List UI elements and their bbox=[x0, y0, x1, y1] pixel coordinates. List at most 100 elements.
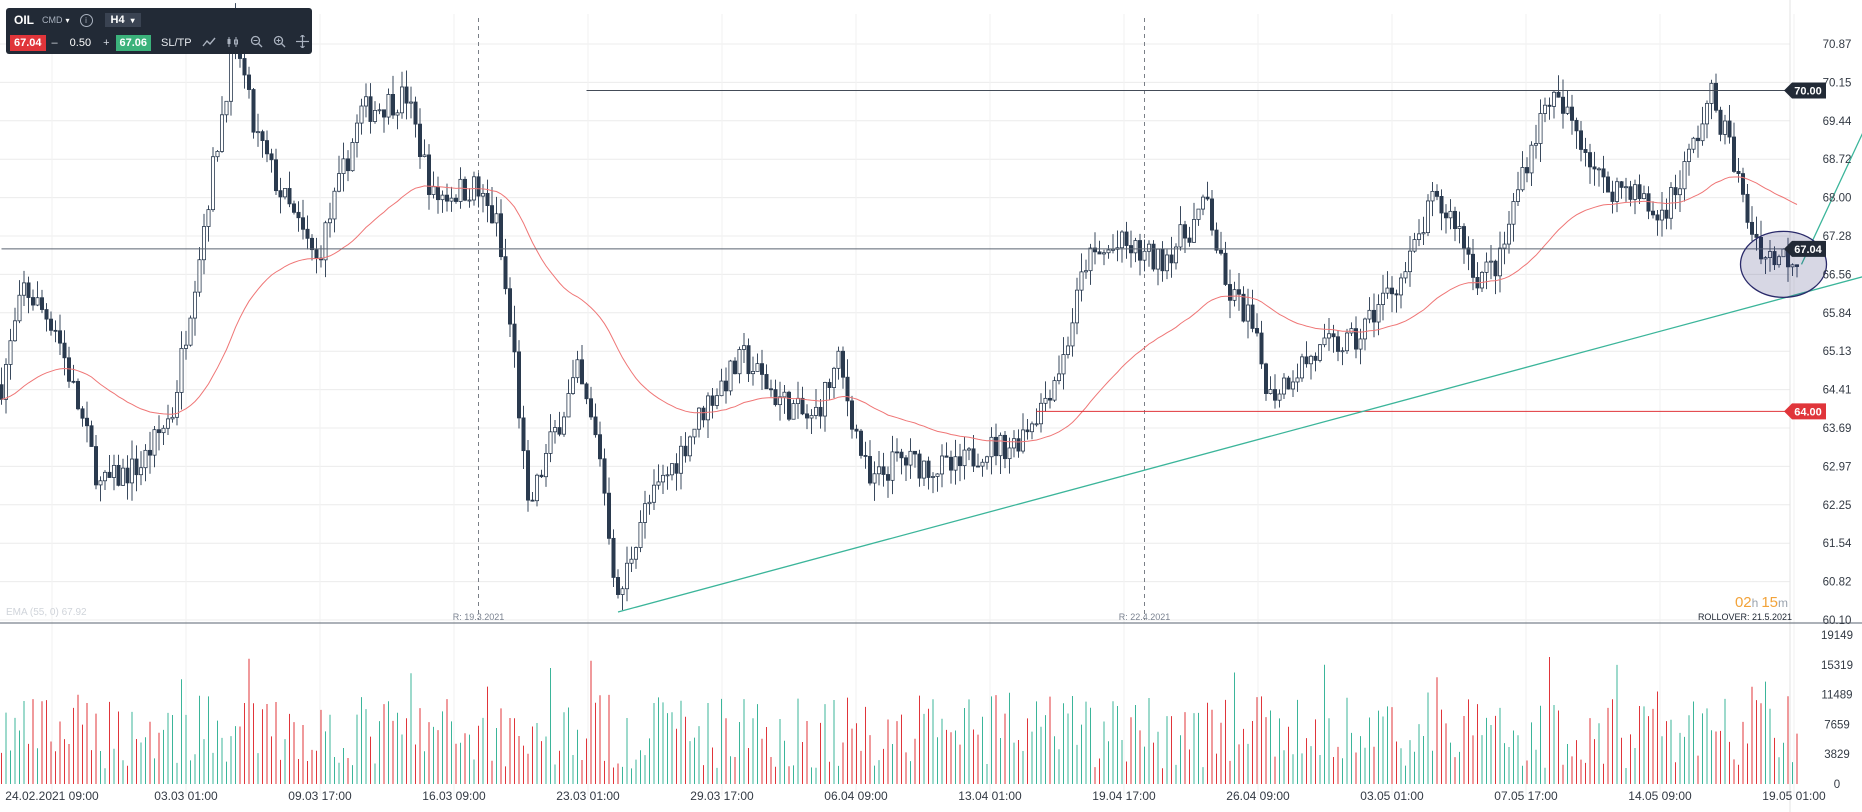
candle-body bbox=[832, 367, 837, 388]
timeframe-select[interactable]: H4 ▾ bbox=[104, 13, 141, 27]
candle-body bbox=[1025, 429, 1030, 433]
candle-body bbox=[1102, 252, 1107, 255]
candle-body bbox=[210, 156, 215, 211]
candle-body bbox=[359, 105, 364, 124]
candle-body bbox=[1651, 210, 1656, 216]
candle-body bbox=[71, 380, 76, 383]
line-chart-icon[interactable] bbox=[202, 36, 216, 51]
candle-body bbox=[958, 456, 963, 467]
chevron-down-icon[interactable]: ▾ bbox=[65, 15, 70, 25]
candle-body bbox=[1759, 236, 1764, 260]
candle-body bbox=[1309, 355, 1314, 365]
candle-body bbox=[480, 192, 485, 197]
candle-body bbox=[1390, 287, 1395, 295]
candle-body bbox=[989, 436, 994, 458]
candle-body bbox=[634, 547, 639, 560]
projection-line[interactable] bbox=[1800, 91, 1862, 265]
candle-body bbox=[791, 403, 796, 420]
candle-body bbox=[1556, 91, 1561, 98]
candle-body bbox=[76, 380, 81, 410]
candle-body bbox=[530, 499, 535, 502]
candle-body bbox=[683, 445, 688, 457]
candle-body bbox=[913, 450, 918, 455]
candle-body bbox=[1318, 344, 1323, 361]
candle-body bbox=[440, 194, 445, 201]
price-label-text: 67.04 bbox=[1794, 244, 1822, 256]
volume-input[interactable]: 0.50 bbox=[69, 37, 92, 49]
zoom-out-icon[interactable] bbox=[250, 35, 263, 51]
candle-body bbox=[904, 457, 909, 466]
sl-tp-button[interactable]: SL/TP bbox=[161, 37, 192, 49]
candle-body bbox=[251, 89, 256, 133]
price-tick-label: 63.69 bbox=[1823, 423, 1852, 435]
candle-body bbox=[219, 114, 224, 152]
candle-body bbox=[899, 451, 904, 459]
candle-body bbox=[625, 562, 630, 590]
candle-body bbox=[1471, 253, 1476, 278]
candle-body bbox=[1745, 193, 1750, 223]
zoom-in-icon[interactable] bbox=[273, 35, 286, 51]
volume-tick-label: 19149 bbox=[1821, 630, 1853, 642]
candle-body bbox=[453, 197, 458, 202]
candle-body bbox=[1520, 167, 1525, 191]
price-tick-label: 66.56 bbox=[1823, 269, 1852, 281]
candle-body bbox=[174, 392, 179, 418]
time-tick-label: 24.02.2021 09:00 bbox=[5, 789, 99, 803]
candle-body bbox=[1408, 250, 1413, 273]
candle-body bbox=[1273, 389, 1278, 401]
candle-body bbox=[1187, 237, 1192, 243]
decrease-volume-button[interactable]: – bbox=[51, 37, 58, 49]
candlesticks bbox=[0, 3, 1800, 611]
candle-body bbox=[1592, 166, 1597, 170]
candle-body bbox=[1214, 229, 1219, 251]
candle-body bbox=[868, 456, 873, 484]
candle-body bbox=[1417, 233, 1422, 240]
horizontal-levels[interactable] bbox=[1, 90, 1791, 412]
price-tick-label: 62.25 bbox=[1823, 500, 1852, 512]
candle-body bbox=[53, 329, 58, 332]
increase-volume-button[interactable]: + bbox=[103, 37, 110, 49]
candle-body bbox=[971, 448, 976, 467]
candle-body bbox=[300, 217, 305, 230]
candle-body bbox=[607, 492, 612, 539]
candle-body bbox=[917, 453, 922, 479]
symbol-label[interactable]: OIL bbox=[14, 13, 34, 27]
candle-body bbox=[188, 317, 193, 346]
time-tick-label: 19.04 17:00 bbox=[1092, 789, 1156, 803]
candle-body bbox=[485, 192, 490, 207]
volume-tick-label: 11489 bbox=[1821, 690, 1852, 702]
ema-indicator-label[interactable]: EMA (55, 0) 67.92 bbox=[6, 607, 87, 618]
candle-body bbox=[1250, 304, 1255, 329]
candle-body bbox=[1624, 186, 1629, 189]
candle-body bbox=[1480, 271, 1485, 289]
info-icon[interactable]: i bbox=[79, 13, 93, 27]
candle-body bbox=[1156, 248, 1161, 270]
time-tick-label: 23.03 01:00 bbox=[556, 789, 620, 803]
price-tick-label: 70.87 bbox=[1823, 39, 1852, 51]
candle-body bbox=[1079, 271, 1084, 291]
sell-button[interactable]: 67.04 bbox=[10, 35, 46, 51]
buy-button[interactable]: 67.06 bbox=[115, 35, 152, 51]
candle-body bbox=[985, 456, 990, 463]
price-label: 67.04 bbox=[1784, 240, 1826, 257]
candle-body bbox=[462, 178, 467, 201]
support-trendline[interactable] bbox=[617, 275, 1862, 613]
candle-body bbox=[58, 330, 63, 344]
price-label-text: 70.00 bbox=[1794, 86, 1822, 98]
candle-body bbox=[1412, 239, 1417, 252]
price-tick-label: 65.84 bbox=[1823, 308, 1852, 320]
candle-body bbox=[890, 451, 895, 481]
candle-body bbox=[1574, 119, 1579, 132]
time-tick-label: 16.03 09:00 bbox=[422, 789, 486, 803]
price-label: 70.00 bbox=[1784, 82, 1826, 99]
candle-body bbox=[1246, 304, 1251, 322]
candle-body bbox=[1268, 389, 1273, 394]
candle-body bbox=[1543, 104, 1548, 114]
candle-body bbox=[701, 407, 706, 421]
candles-icon[interactable] bbox=[226, 36, 240, 51]
time-tick-label: 14.05 09:00 bbox=[1628, 789, 1692, 803]
candle-body bbox=[584, 383, 589, 400]
grid bbox=[0, 0, 1795, 812]
crosshair-icon[interactable] bbox=[295, 34, 309, 51]
